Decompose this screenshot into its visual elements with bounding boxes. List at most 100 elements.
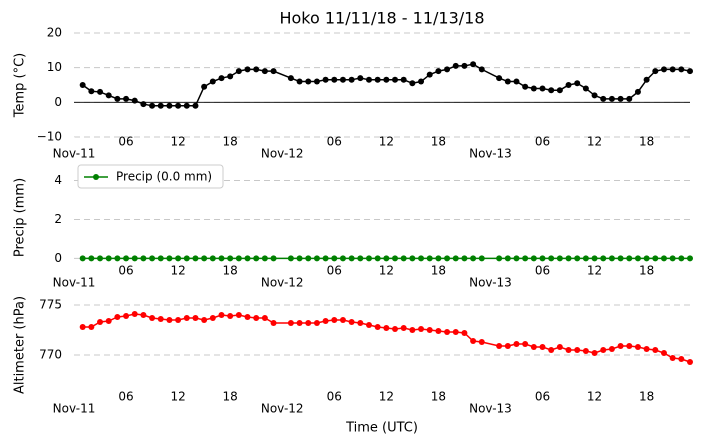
data-point xyxy=(556,344,563,350)
data-point xyxy=(478,66,485,73)
data-point xyxy=(157,316,164,322)
data-point xyxy=(626,255,633,262)
data-point xyxy=(660,66,667,73)
data-point xyxy=(418,255,425,262)
data-point xyxy=(591,255,598,262)
data-point xyxy=(105,255,112,262)
data-point xyxy=(123,313,130,319)
data-point xyxy=(244,314,251,320)
data-point xyxy=(504,255,511,262)
x-tick-label: 18 xyxy=(223,135,238,149)
data-point xyxy=(435,255,442,262)
data-point xyxy=(287,75,294,82)
data-point xyxy=(339,76,346,83)
data-point xyxy=(270,68,277,75)
y-axis-label: Altimeter (hPa) xyxy=(13,296,28,394)
data-point xyxy=(634,344,641,350)
data-point xyxy=(452,62,459,69)
x-tick-label: 06 xyxy=(118,135,133,149)
x-tick-label: 12 xyxy=(379,135,394,149)
data-point xyxy=(114,95,121,102)
data-point xyxy=(166,102,173,109)
data-point xyxy=(331,317,338,323)
data-point xyxy=(244,66,251,73)
data-point xyxy=(478,339,485,345)
data-point xyxy=(331,255,338,262)
data-point xyxy=(470,61,477,68)
data-point xyxy=(470,255,477,262)
data-point xyxy=(652,68,659,75)
data-point xyxy=(79,324,86,330)
data-point xyxy=(305,255,312,262)
data-point xyxy=(209,315,216,321)
data-point xyxy=(357,320,364,326)
data-point xyxy=(556,87,563,94)
data-point xyxy=(88,324,95,330)
data-point xyxy=(617,255,624,262)
data-point xyxy=(409,255,416,262)
data-point xyxy=(322,255,329,262)
legend-marker xyxy=(93,174,99,180)
data-point xyxy=(548,347,555,353)
data-point xyxy=(140,312,147,318)
data-point xyxy=(244,255,251,262)
data-point xyxy=(131,255,138,262)
data-point xyxy=(123,95,130,102)
data-point xyxy=(192,255,199,262)
data-point xyxy=(600,347,607,353)
data-point xyxy=(418,326,425,332)
data-point xyxy=(123,255,130,262)
data-point xyxy=(461,330,468,336)
data-point xyxy=(608,255,615,262)
data-point xyxy=(114,314,121,320)
x-tick-label: Nov-12 xyxy=(261,147,304,161)
data-point xyxy=(392,326,399,332)
data-point xyxy=(305,78,312,85)
legend-box xyxy=(77,164,224,189)
data-point xyxy=(322,76,329,83)
data-point xyxy=(149,255,156,262)
data-point xyxy=(261,315,268,321)
x-tick-label: 06 xyxy=(327,135,342,149)
data-point xyxy=(166,317,173,323)
data-point xyxy=(652,347,659,353)
data-point xyxy=(600,95,607,102)
data-point xyxy=(175,102,182,109)
data-point xyxy=(365,322,372,328)
data-point xyxy=(504,78,511,85)
x-axis-label: Time (UTC) xyxy=(345,421,418,436)
x-tick-label: 12 xyxy=(587,135,602,149)
data-point xyxy=(582,255,589,262)
data-point xyxy=(97,88,104,95)
data-point xyxy=(496,75,503,82)
data-point xyxy=(97,255,104,262)
x-tick-label: Nov-13 xyxy=(469,147,512,161)
data-point xyxy=(539,85,546,92)
data-point xyxy=(149,315,156,321)
data-point xyxy=(383,325,390,331)
data-point xyxy=(383,76,390,83)
data-point xyxy=(157,255,164,262)
data-point xyxy=(426,255,433,262)
y-tick-label: 775 xyxy=(39,298,62,312)
data-point xyxy=(574,80,581,87)
x-tick-label: Nov-12 xyxy=(261,402,304,416)
data-point xyxy=(669,66,676,73)
data-point xyxy=(530,255,537,262)
data-point xyxy=(643,76,650,83)
y-tick-label: 0 xyxy=(54,251,62,265)
data-point xyxy=(652,255,659,262)
data-point xyxy=(374,76,381,83)
data-point xyxy=(105,92,112,99)
data-point xyxy=(374,255,381,262)
data-point xyxy=(253,66,260,73)
data-point xyxy=(296,320,303,326)
data-point xyxy=(149,102,156,109)
data-point xyxy=(530,344,537,350)
data-point xyxy=(513,78,520,85)
data-point xyxy=(600,255,607,262)
data-point xyxy=(253,315,260,321)
data-point xyxy=(591,350,598,356)
data-point xyxy=(365,76,372,83)
